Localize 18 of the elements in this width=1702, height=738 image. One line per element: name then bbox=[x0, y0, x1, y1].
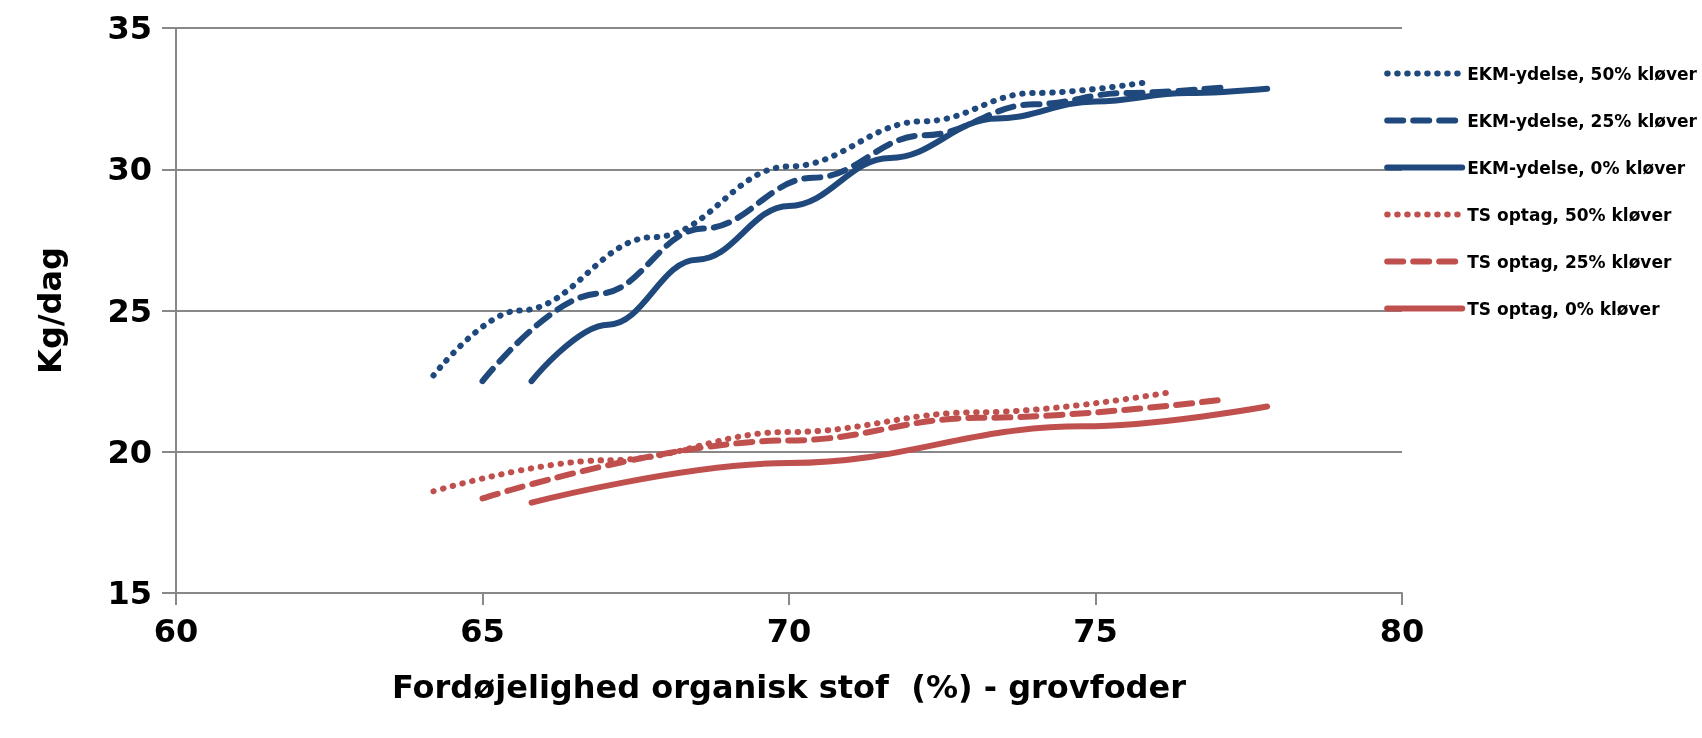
x-tick-label: 70 bbox=[766, 612, 812, 650]
legend-label: EKM-ydelse, 0% kløver bbox=[1467, 157, 1686, 178]
y-tick-label: 25 bbox=[107, 291, 152, 330]
legend-label: EKM-ydelse, 25% kløver bbox=[1467, 110, 1698, 131]
x-tick-label: 60 bbox=[153, 612, 199, 650]
y-axis-title: Kg/dag bbox=[31, 247, 69, 374]
y-tick-label: 15 bbox=[107, 574, 152, 612]
y-tick-label: 35 bbox=[107, 9, 152, 47]
y-tick-label: 30 bbox=[107, 150, 152, 189]
legend-label: TS optag, 25% kløver bbox=[1467, 251, 1672, 272]
legend-label: EKM-ydelse, 50% kløver bbox=[1467, 63, 1698, 84]
x-tick-label: 65 bbox=[460, 612, 505, 650]
x-tick-label: 80 bbox=[1379, 612, 1425, 650]
legend-label: TS optag, 50% kløver bbox=[1467, 204, 1672, 225]
x-axis-title: Fordøjelighed organisk stof (%) - grovfoder bbox=[392, 668, 1187, 706]
x-tick-label: 75 bbox=[1073, 612, 1118, 650]
y-tick-label: 20 bbox=[107, 432, 152, 471]
legend-label: TS optag, 0% kløver bbox=[1467, 298, 1661, 319]
